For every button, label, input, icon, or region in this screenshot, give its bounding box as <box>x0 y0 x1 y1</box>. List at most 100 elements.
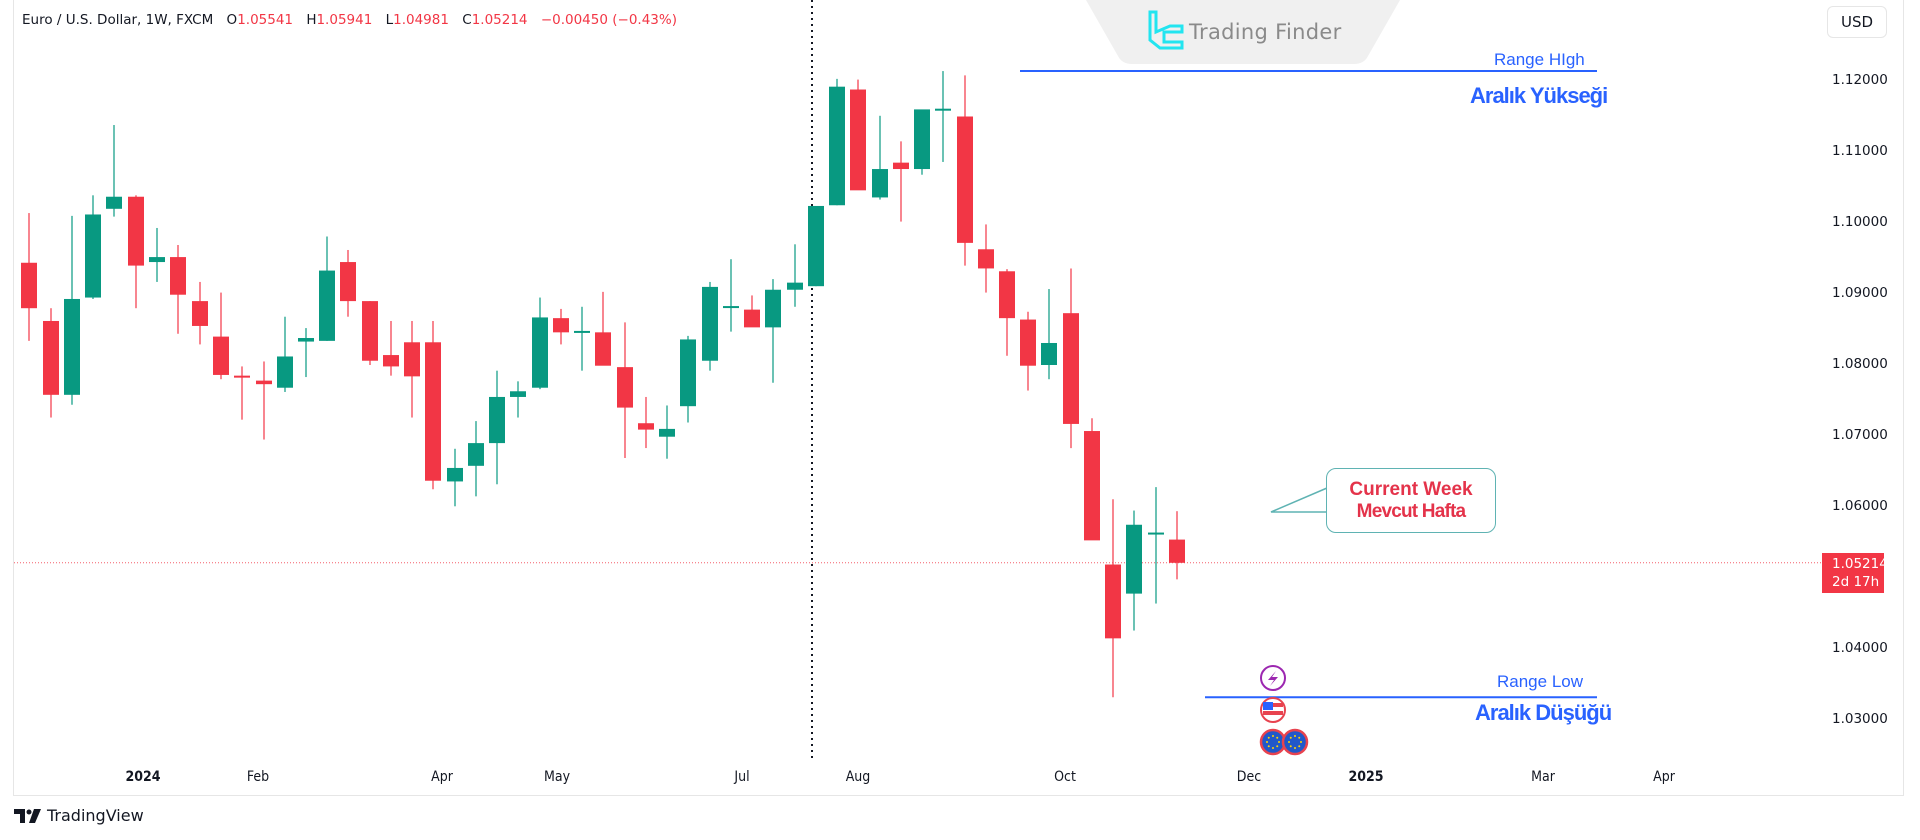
eu-star-icon <box>1289 736 1292 739</box>
price-axis-label: 1.11000 <box>1832 143 1888 159</box>
candle-body <box>21 262 37 309</box>
price-axis-label: 1.04000 <box>1832 640 1888 656</box>
candle-body <box>935 108 951 111</box>
candle-body <box>213 336 229 375</box>
candle-body <box>128 196 144 266</box>
lightning-bolt-icon <box>1268 671 1278 686</box>
eu-star-icon <box>1267 745 1270 748</box>
range-high-label-tr: Aralık Yükseği <box>1470 83 1608 108</box>
eu-flag-event-icon <box>1281 728 1309 756</box>
callout-pointer <box>1270 487 1328 513</box>
candle-body <box>510 391 526 397</box>
time-axis-label: 2024 <box>125 769 161 785</box>
price-axis-label: 1.03000 <box>1832 711 1888 727</box>
chart-frame <box>13 0 1904 796</box>
eu-star-icon <box>1294 735 1296 737</box>
price-axis-label: 1.09000 <box>1832 285 1888 301</box>
candle-body <box>872 169 888 198</box>
open-label: O <box>226 12 238 28</box>
close-value: 1.05214 <box>471 12 528 28</box>
time-axis-label: Apr <box>431 769 453 785</box>
candle-body <box>1105 564 1121 639</box>
eu-star-icon <box>1300 741 1302 743</box>
low-value: 1.04981 <box>393 12 449 28</box>
trading-finder-logo-icon <box>1148 10 1184 50</box>
candle-body <box>64 298 80 395</box>
eu-star-icon <box>1272 747 1274 749</box>
price-axis-label: 1.06000 <box>1832 498 1888 514</box>
candle-body <box>256 380 272 385</box>
trading-finder-watermark <box>1086 0 1400 64</box>
candle-body <box>1020 319 1036 366</box>
candle-body <box>1084 431 1100 541</box>
candle-body <box>957 116 973 243</box>
candle-body <box>149 257 165 263</box>
open-value: 1.05541 <box>237 12 294 28</box>
time-axis-label: Dec <box>1236 769 1262 785</box>
time-axis-label: Jul <box>734 769 750 785</box>
time-axis-label: Oct <box>1054 769 1076 785</box>
range-high-label: Range HIgh <box>1494 50 1585 69</box>
eu-star-icon <box>1276 736 1279 739</box>
eu-star-icon <box>1294 747 1296 749</box>
change-value: −0.00450 (−0.43%) <box>540 12 677 28</box>
candle-body <box>638 423 654 430</box>
candle-body <box>744 309 760 328</box>
candle-body <box>808 205 824 287</box>
callout-line-en: Current Week <box>1349 479 1473 500</box>
last-price-tag: 1.05214 2d 17h <box>1822 553 1888 593</box>
bar-countdown: 2d 17h <box>1832 574 1880 590</box>
range-low-label-tr: Aralık Düşüğü <box>1475 700 1612 725</box>
time-axis-label: 2025 <box>1348 769 1384 785</box>
candle-body <box>447 467 463 482</box>
eu-flag-event-icon <box>1259 728 1287 756</box>
eu-star-icon <box>1276 745 1279 748</box>
candle-body <box>43 320 59 395</box>
candle-body <box>765 289 781 328</box>
high-value: 1.05941 <box>316 12 373 28</box>
time-axis-label: Feb <box>246 769 270 785</box>
candle-body <box>617 367 633 408</box>
eu-star-icon <box>1272 735 1274 737</box>
candle-body <box>362 301 378 361</box>
candle-body <box>1126 524 1142 594</box>
time-axis-label: Mar <box>1531 769 1555 785</box>
watermark-text: Trading Finder <box>1189 20 1342 44</box>
candle-body <box>170 257 186 295</box>
candle-body <box>425 342 441 481</box>
candle-body <box>574 330 590 333</box>
candle-body <box>723 306 739 309</box>
low-label: L <box>385 12 394 28</box>
candle-body <box>85 214 101 298</box>
candle-body <box>702 286 718 361</box>
tradingview-brand[interactable]: TradingView <box>14 806 144 825</box>
tradingview-text: TradingView <box>47 806 144 825</box>
candle-body <box>787 282 803 290</box>
candle-body <box>234 375 250 378</box>
candle-body <box>298 338 314 342</box>
candle-body <box>192 301 208 326</box>
close-label: C <box>462 12 472 28</box>
eu-star-icon <box>1288 741 1290 743</box>
us-flag-stripe <box>1263 711 1283 715</box>
high-label: H <box>306 12 317 28</box>
last-price: 1.05214 <box>1832 556 1888 572</box>
eu-star-icon <box>1267 736 1270 739</box>
candle-body <box>999 271 1015 319</box>
eu-star-icon <box>1298 745 1301 748</box>
candle-body <box>914 109 930 170</box>
candle-body <box>532 317 548 388</box>
price-axis-label: 1.12000 <box>1832 72 1888 88</box>
eu-star-icon <box>1289 745 1292 748</box>
range-low-label: Range Low <box>1497 672 1584 691</box>
tradingview-logo-icon <box>14 808 41 823</box>
currency-button[interactable]: USD <box>1827 6 1887 38</box>
candle-body <box>1169 539 1185 563</box>
candle-body <box>404 342 420 377</box>
candle-body <box>277 356 293 388</box>
current-week-callout[interactable]: Current Week Mevcut Hafta <box>1326 468 1496 533</box>
callout-line-tr: Mevcut Hafta <box>1356 501 1466 522</box>
us-flag-canton <box>1263 702 1273 710</box>
price-axis-label: 1.07000 <box>1832 427 1888 443</box>
